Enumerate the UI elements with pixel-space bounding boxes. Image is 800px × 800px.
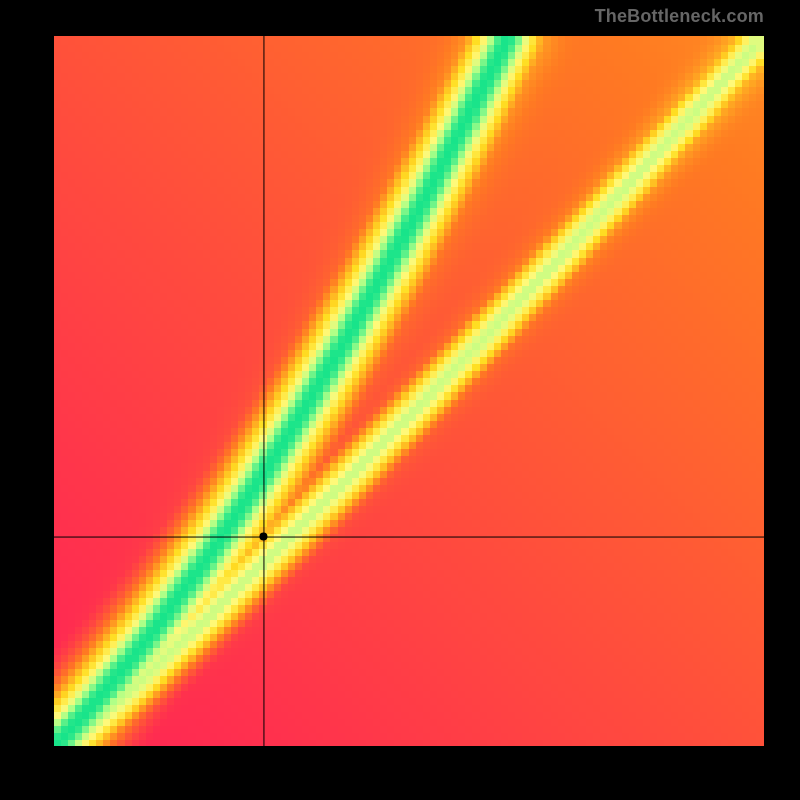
chart-container: TheBottleneck.com bbox=[0, 0, 800, 800]
watermark-text: TheBottleneck.com bbox=[595, 6, 764, 27]
bottleneck-heatmap bbox=[54, 36, 764, 746]
